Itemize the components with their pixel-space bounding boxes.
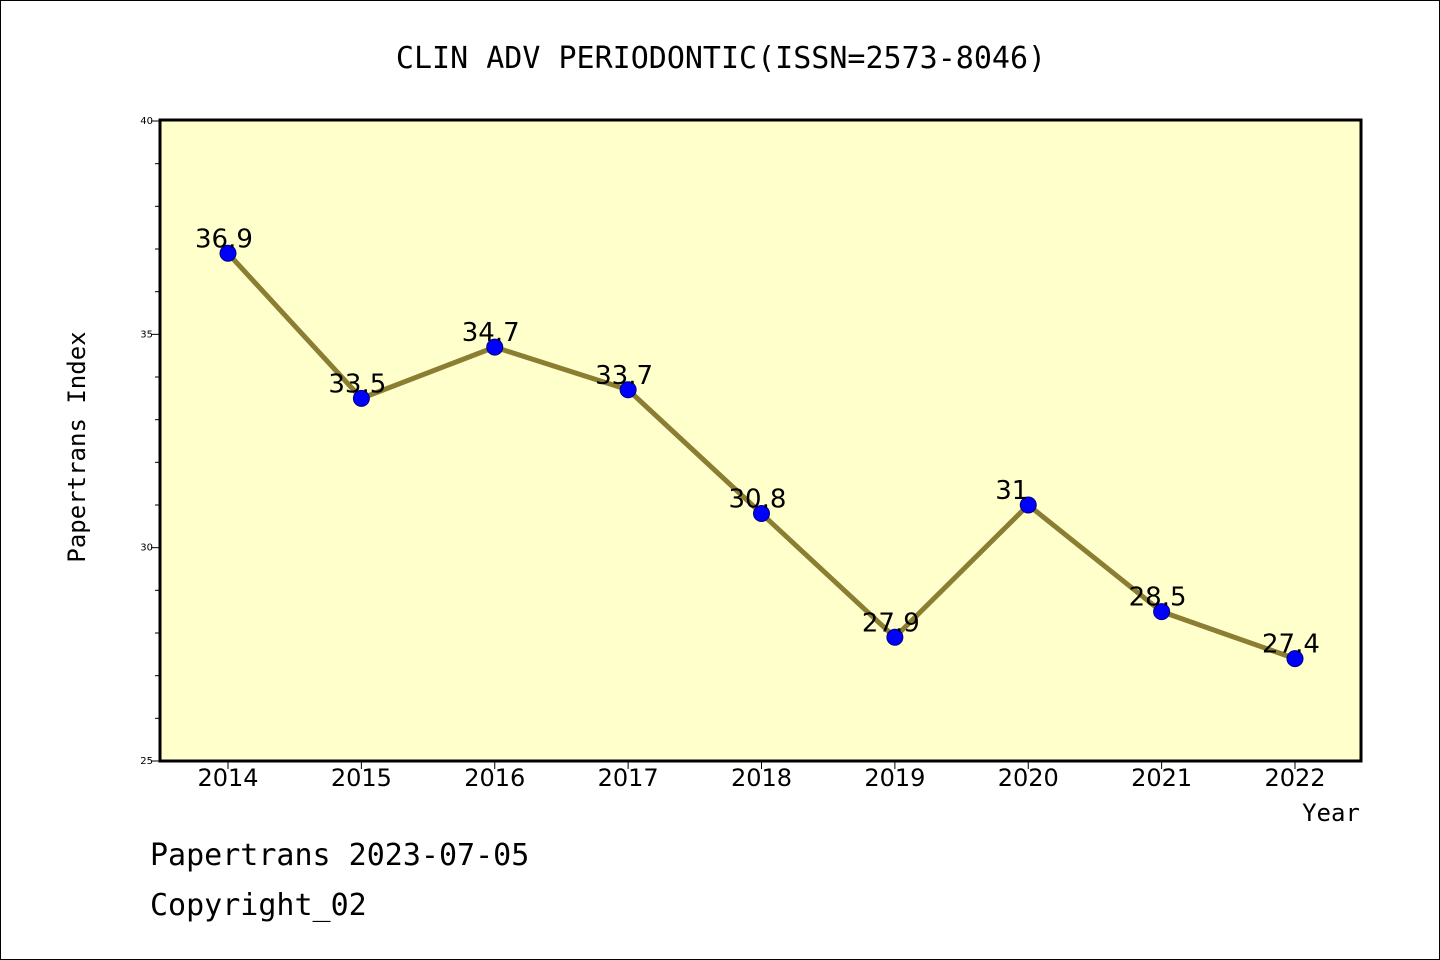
data-point bbox=[1153, 603, 1171, 621]
data-label: 36.9 bbox=[195, 224, 253, 254]
plot-area bbox=[158, 118, 1363, 763]
y-axis-label: Papertrans Index bbox=[63, 331, 91, 562]
data-label: 28.5 bbox=[1129, 583, 1187, 613]
data-labels: 36.9 33.5 34.7 33.7 30.8 27.9 31 28.5 27.4 bbox=[195, 224, 1320, 659]
y-tick-label: 35 bbox=[140, 329, 153, 340]
data-label: 34.7 bbox=[462, 318, 520, 348]
data-label: 33.7 bbox=[595, 361, 653, 391]
data-point bbox=[486, 338, 504, 356]
x-axis-label: Year bbox=[1302, 799, 1360, 827]
data-point bbox=[219, 244, 237, 262]
data-label: 33.5 bbox=[328, 369, 386, 399]
data-point bbox=[619, 381, 637, 399]
data-label: 31 bbox=[995, 476, 1028, 506]
data-point bbox=[1019, 496, 1037, 514]
y-axis-ticks: 25 30 35 40 bbox=[140, 116, 161, 767]
footer-date: Papertrans 2023-07-05 bbox=[150, 838, 529, 873]
x-tick-label: 2021 bbox=[1131, 764, 1192, 792]
x-tick-label: 2017 bbox=[598, 764, 659, 792]
data-markers bbox=[219, 244, 1304, 668]
y-tick-label: 25 bbox=[140, 756, 153, 767]
data-point bbox=[1286, 650, 1304, 668]
x-tick-label: 2019 bbox=[864, 764, 925, 792]
data-point bbox=[352, 389, 370, 407]
y-tick-label: 30 bbox=[140, 543, 153, 554]
x-tick-label: 2015 bbox=[331, 764, 392, 792]
x-tick-label: 2018 bbox=[731, 764, 792, 792]
chart-title: CLIN ADV PERIODONTIC(ISSN=2573-8046) bbox=[396, 41, 1046, 76]
footer-copyright: Copyright_02 bbox=[150, 888, 367, 923]
data-label: 27.9 bbox=[862, 608, 920, 638]
y-tick-label: 40 bbox=[140, 116, 153, 127]
data-label: 30.8 bbox=[729, 485, 787, 515]
x-tick-label: 2022 bbox=[1264, 764, 1325, 792]
x-axis-ticks: 2014 2015 2016 2017 2018 2019 2020 2021 2022 bbox=[197, 761, 1326, 792]
x-tick-label: 2014 bbox=[197, 764, 258, 792]
data-point bbox=[886, 628, 904, 646]
x-tick-label: 2016 bbox=[464, 764, 525, 792]
data-point bbox=[753, 505, 770, 523]
x-tick-label: 2020 bbox=[998, 764, 1059, 792]
data-label: 27.4 bbox=[1262, 630, 1320, 660]
